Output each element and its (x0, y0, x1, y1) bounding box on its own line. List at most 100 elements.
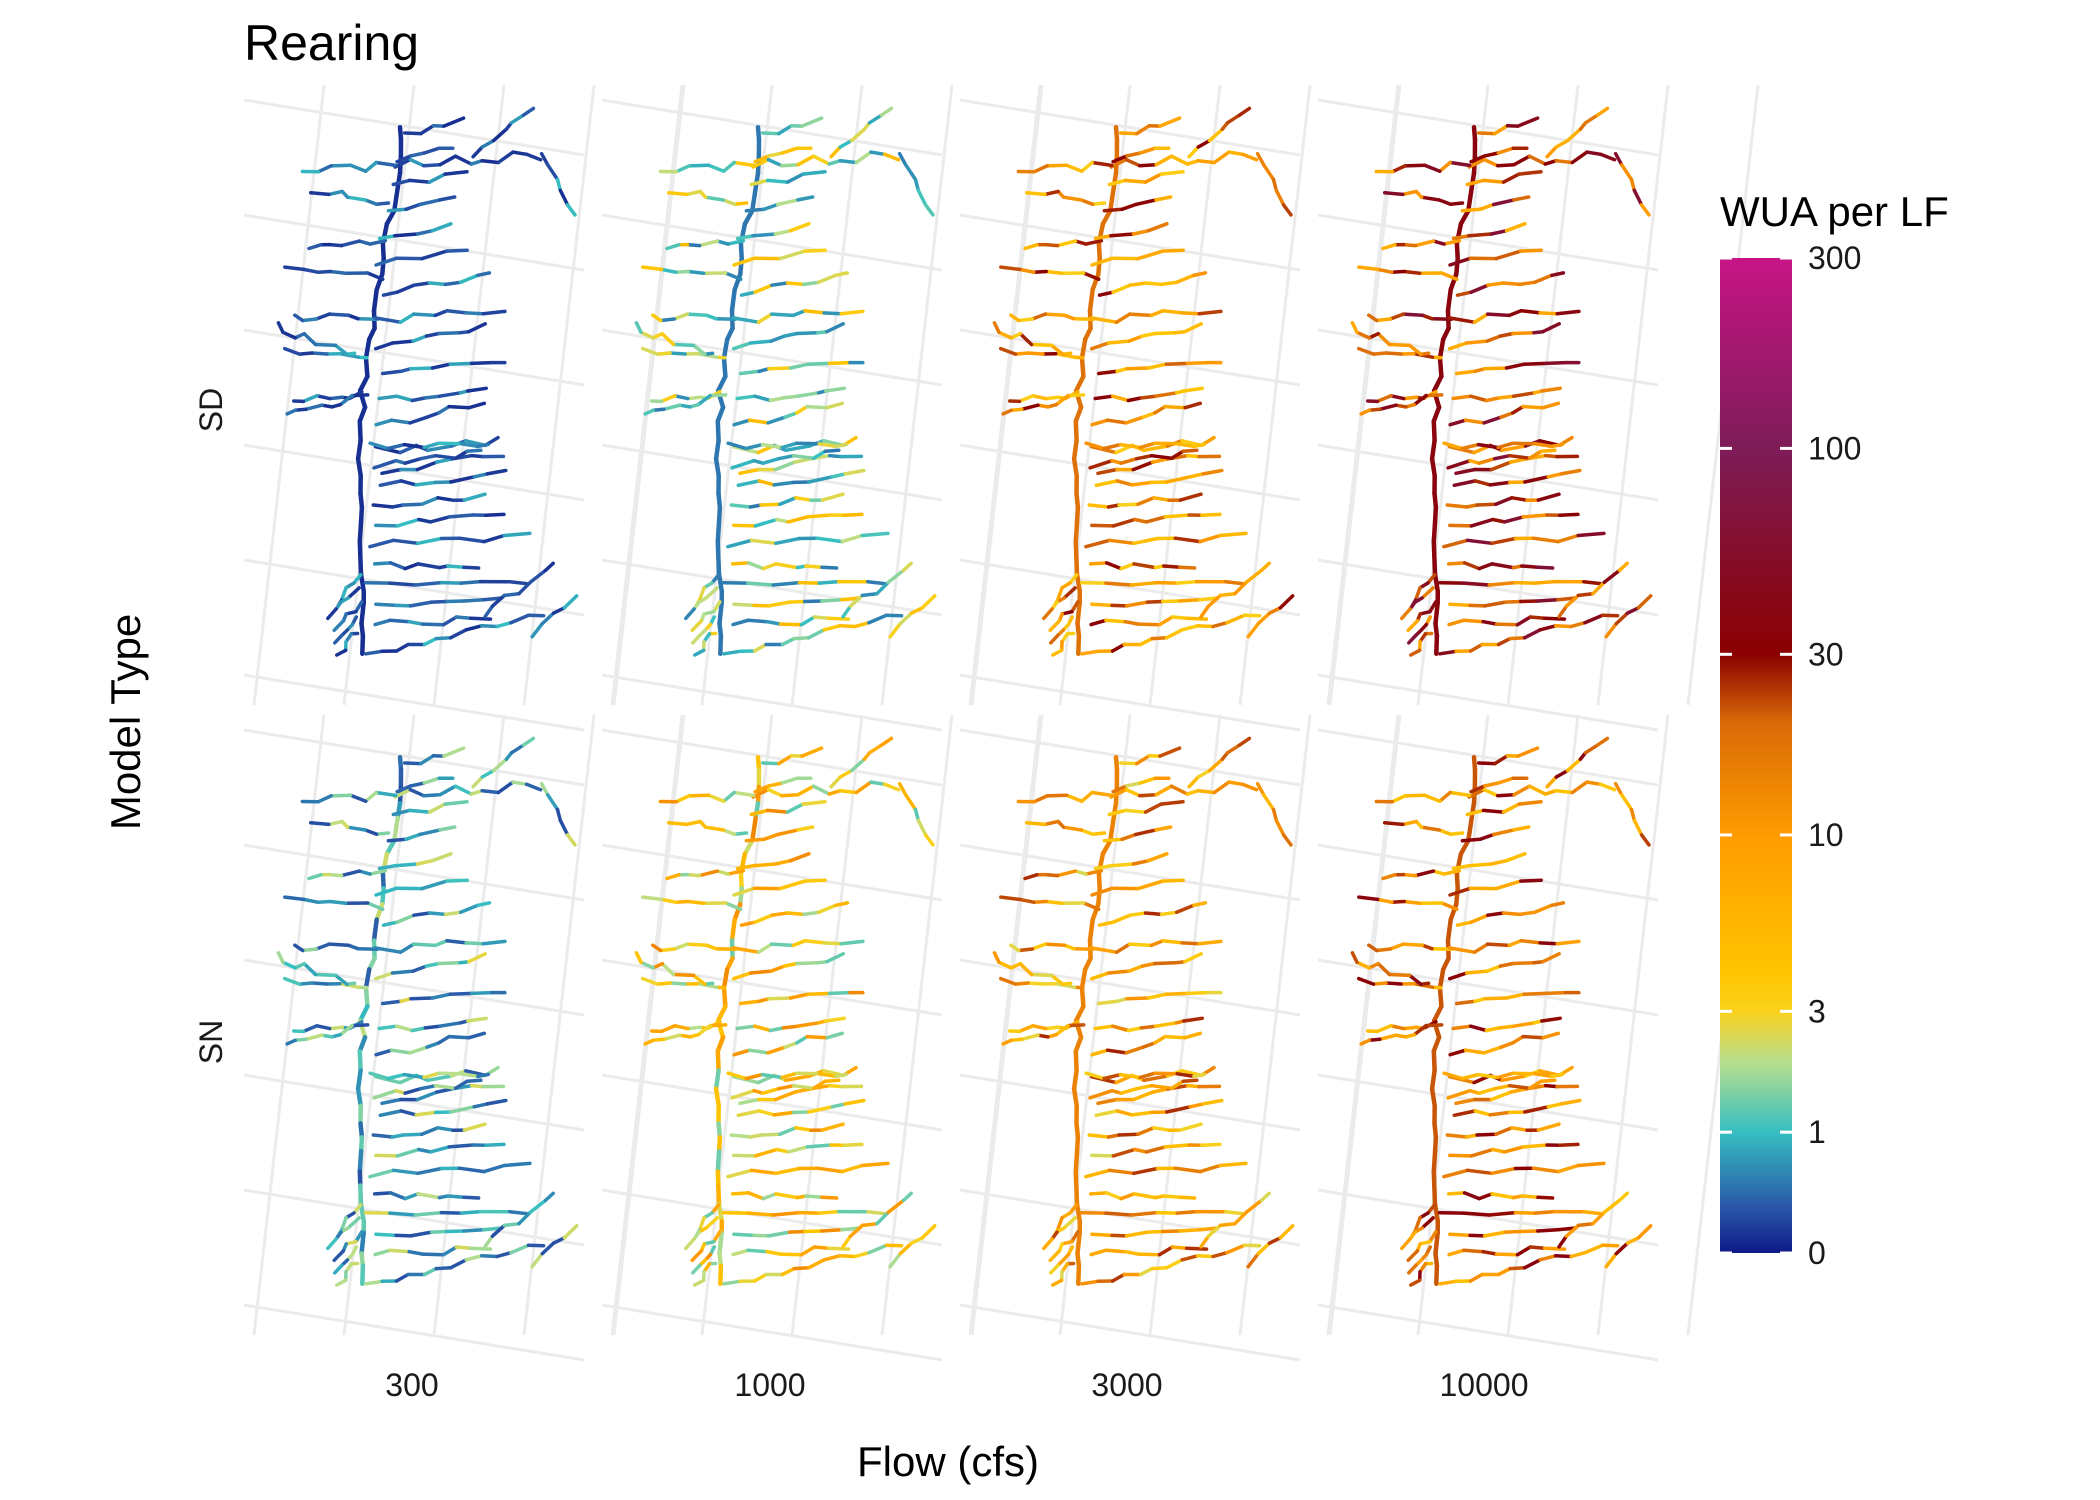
graticule-parallel (243, 673, 585, 732)
stream-segment (480, 788, 501, 795)
stream-segment (827, 453, 843, 459)
stream-segment (1154, 154, 1174, 167)
stream-segment (1080, 649, 1100, 656)
stream-segment (1180, 311, 1201, 316)
stream-segment (380, 871, 386, 891)
stream-segment (1068, 1203, 1079, 1215)
stream-segment (901, 1191, 913, 1203)
stream-segment (1401, 395, 1419, 401)
stream-segment (1070, 600, 1080, 614)
stream-segment (1023, 873, 1039, 881)
stream-segment (1173, 536, 1202, 544)
stream-segment (1043, 395, 1061, 401)
stream-segment (422, 146, 441, 155)
stream-segment (327, 242, 344, 248)
stream-segment (409, 366, 435, 371)
stream-segment (1134, 453, 1154, 461)
stream-segment (462, 565, 481, 570)
graticule-parallel (959, 843, 1301, 902)
stream-segment (1488, 480, 1512, 487)
stream-segment (1465, 808, 1486, 817)
stream-segment (660, 961, 676, 977)
stream-segment (746, 618, 769, 624)
stream-segment (766, 157, 784, 168)
stream-segment (1158, 116, 1182, 128)
stream-segment (377, 864, 397, 871)
graticule-parallel (243, 213, 585, 272)
stream-segment (1225, 113, 1242, 125)
stream-segment (395, 517, 421, 528)
stream-segment (333, 973, 349, 986)
stream-segment (1617, 1191, 1629, 1203)
stream-segment (448, 1258, 468, 1270)
graticule-parallel (601, 328, 943, 387)
stream-segment (502, 591, 521, 598)
stream-segment (491, 127, 509, 143)
stream-segment (389, 418, 412, 425)
stream-segment (1442, 441, 1464, 451)
stream-segment (655, 351, 672, 356)
stream-segment (1073, 1169, 1079, 1188)
stream-segment (430, 992, 452, 1000)
stream-segment (1519, 248, 1543, 253)
stream-segment (1155, 1210, 1179, 1215)
stream-segment (1460, 1072, 1481, 1081)
stream-segment (417, 198, 442, 207)
stream-segment (1521, 513, 1549, 519)
stream-segment (1371, 351, 1388, 356)
stream-segment (1164, 361, 1190, 366)
stream-segment (721, 828, 737, 836)
graticule-meridian (610, 714, 684, 1336)
stream-segment (540, 611, 556, 626)
stream-segment (1629, 177, 1637, 193)
stream-segment (1259, 1191, 1271, 1203)
stream-segment (800, 746, 824, 758)
stream-segment (732, 271, 743, 292)
stream-segment (403, 1192, 420, 1201)
stream-segment (1504, 362, 1526, 370)
stream-segment (1244, 1198, 1264, 1215)
stream-segment (1502, 515, 1525, 524)
stream-segment (1131, 228, 1151, 236)
stream-segment (398, 312, 416, 324)
column-label-10000: 10000 (1440, 1367, 1529, 1403)
stream-segment (372, 458, 398, 470)
stream-segment (1454, 1097, 1477, 1106)
stream-segment (1389, 394, 1406, 401)
stream-segment (1024, 191, 1047, 197)
stream-segment (1102, 837, 1124, 843)
stream-segment (438, 154, 458, 167)
stream-segment (374, 160, 398, 168)
stream-segment (333, 633, 344, 645)
stream-segment (691, 1263, 702, 1275)
stream-segment (437, 404, 451, 415)
stream-segment (1013, 981, 1030, 986)
stream-segment (1455, 290, 1473, 297)
stream-segment (722, 649, 742, 656)
stream-segment (1111, 170, 1119, 191)
stream-segment (1195, 1254, 1215, 1259)
stream-segment (1139, 1024, 1158, 1030)
stream-segment (480, 158, 501, 165)
stream-segment (1367, 407, 1382, 413)
stream-segment (511, 780, 529, 787)
stream-segment (1071, 1086, 1079, 1108)
stream-segment (1508, 636, 1527, 641)
stream-segment (776, 453, 796, 461)
stream-segment (837, 624, 857, 629)
stream-segment (425, 1041, 441, 1049)
stream-segment (1448, 831, 1465, 836)
stream-segment (476, 442, 491, 449)
stream-segment (436, 1126, 455, 1132)
stream-segment (1030, 312, 1048, 321)
stream-segment (459, 442, 480, 449)
stream-segment (903, 163, 918, 182)
stream-segment (1591, 1210, 1607, 1226)
stream-segment (1200, 512, 1222, 518)
stream-segment (1188, 1102, 1205, 1109)
stream-segment (731, 618, 750, 627)
stream-segment (840, 1163, 864, 1174)
graticule-parallel (601, 98, 943, 157)
stream-segment (1546, 472, 1563, 479)
stream-segment (420, 622, 446, 627)
